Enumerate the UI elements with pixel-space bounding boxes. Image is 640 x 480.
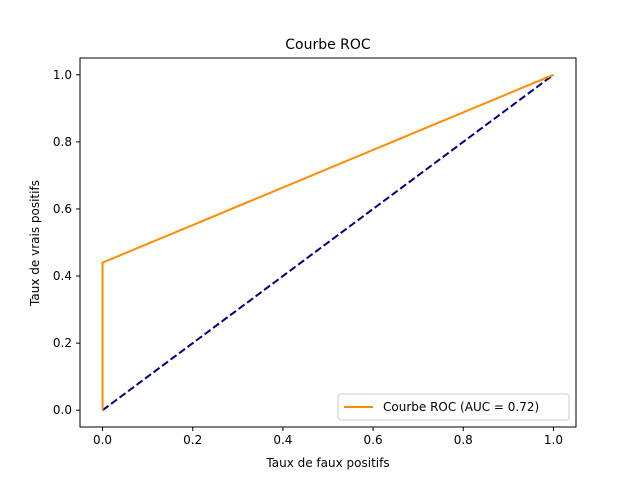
y-tick-label: 0.2: [53, 336, 72, 350]
y-tick-label: 1.0: [53, 68, 72, 82]
chance-diagonal-line: [101, 73, 555, 412]
legend-box: [337, 393, 570, 421]
x-tick-label: 0.0: [93, 433, 112, 447]
y-tick-label: 0.4: [53, 269, 72, 283]
x-axis-label: Taux de faux positifs: [265, 456, 389, 470]
legend-label: Courbe ROC (AUC = 0.72): [383, 400, 539, 414]
x-tick-label: 1.0: [544, 433, 563, 447]
x-tick-label: 0.2: [183, 433, 202, 447]
plot-series: [101, 73, 555, 412]
y-axis-label: Taux de vrais positifs: [28, 180, 42, 307]
y-tick-label: 0.0: [53, 403, 72, 417]
x-tick-label: 0.6: [364, 433, 383, 447]
x-tick-label: 0.8: [454, 433, 473, 447]
x-tick-label: 0.4: [273, 433, 292, 447]
legend: Courbe ROC (AUC = 0.72): [337, 393, 570, 421]
axis-ticks: 0.0 0.2 0.4 0.6 0.8 1.0 0.0 0.2 0.4 0.6 0.8 1.0: [53, 68, 563, 447]
y-tick-label: 0.8: [53, 135, 72, 149]
roc-curve-line: [101, 73, 554, 411]
axes-frame: [79, 57, 577, 428]
chart-title: Courbe ROC: [285, 37, 371, 53]
y-tick-label: 0.6: [53, 202, 72, 216]
